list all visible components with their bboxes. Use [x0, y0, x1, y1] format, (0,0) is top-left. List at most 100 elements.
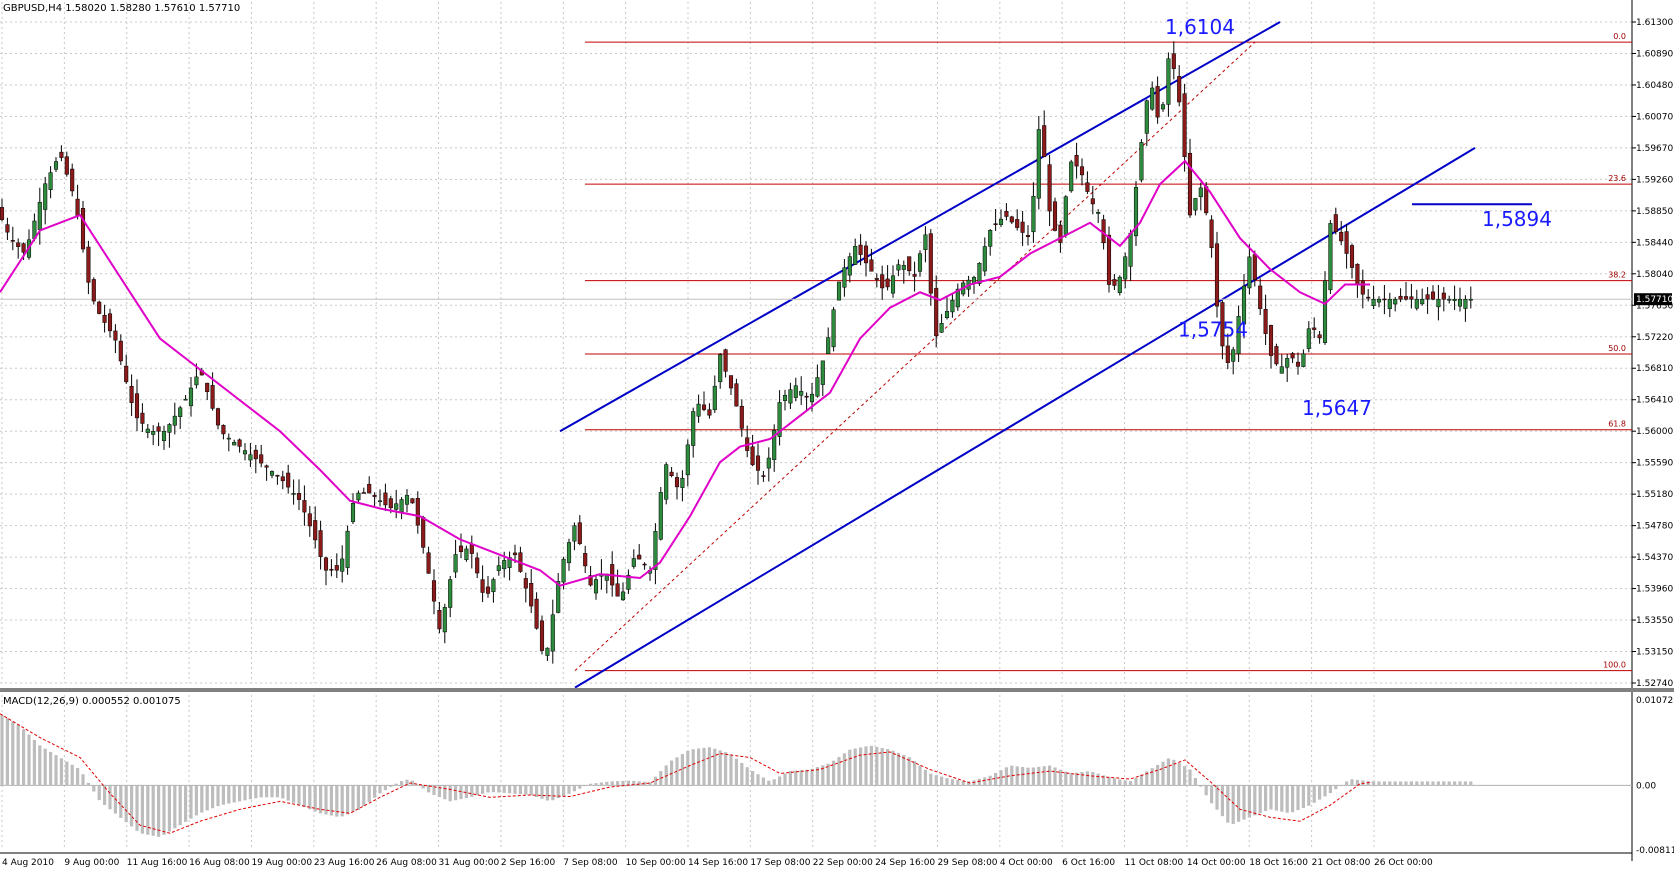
candle-body [86, 246, 91, 283]
macd-bar [0, 714, 4, 786]
macd-bar [1307, 785, 1311, 806]
candle-body [1236, 316, 1241, 354]
macd-bar [826, 763, 830, 786]
candle-body [1182, 93, 1187, 157]
macd-bar [940, 776, 944, 786]
time-tick-label: 21 Oct 08:00 [1312, 858, 1371, 868]
macd-bar [319, 785, 323, 814]
time-tick-label: 10 Sep 00:00 [626, 858, 686, 868]
macd-bar [967, 781, 971, 786]
price-tick-label: 1.56410 [1636, 396, 1673, 406]
candle-body [1279, 366, 1284, 374]
macd-bar [1220, 785, 1224, 817]
macd-bar [637, 781, 641, 786]
candle-body [1220, 302, 1225, 347]
macd-bar [1247, 785, 1251, 818]
candle-body [107, 313, 113, 332]
macd-bar [270, 785, 274, 798]
macd-bar [513, 785, 517, 794]
macd-bar [945, 778, 949, 786]
macd-bar [221, 785, 225, 805]
candle-body [842, 267, 847, 288]
macd-bar [578, 785, 582, 789]
candle-body [1387, 298, 1392, 309]
candle-body [874, 278, 879, 280]
candle-body [194, 376, 199, 386]
candle-body [0, 207, 5, 220]
fib-level-label: 50.0 [1608, 344, 1626, 353]
macd-bar [1021, 766, 1025, 786]
macd-bar [918, 765, 922, 786]
time-tick-label: 19 Aug 00:00 [251, 858, 312, 868]
candle-body [804, 395, 809, 398]
macd-bar [76, 768, 80, 786]
fib-trend-line [574, 41, 1256, 672]
macd-bar [464, 785, 468, 799]
macd-bar [913, 761, 917, 786]
macd-bar [1350, 779, 1354, 786]
macd-bar [1237, 785, 1241, 822]
price-tick-label: 1.54370 [1636, 553, 1673, 563]
candle-body [691, 411, 696, 446]
macd-bar [92, 785, 96, 792]
macd-bar [1161, 761, 1165, 786]
macd-bar [265, 785, 269, 798]
candle-body [129, 386, 134, 403]
macd-bar [535, 785, 539, 798]
macd-bar [1264, 785, 1268, 812]
price-annotation-label: 1,5754 [1178, 317, 1248, 341]
candle-body [156, 426, 161, 432]
macd-tick-label: 0.010723 [1636, 696, 1674, 706]
macd-bar [194, 785, 198, 816]
macd-bar [227, 785, 231, 804]
time-tick-label: 18 Oct 16:00 [1249, 858, 1308, 868]
macd-bar [551, 785, 555, 801]
price-tick-label: 1.55180 [1636, 490, 1673, 500]
candle-body [334, 565, 339, 571]
candle-body [1306, 328, 1311, 349]
candle-body [620, 591, 626, 601]
macd-bar [524, 785, 528, 795]
macd-panel [0, 713, 1632, 837]
macd-bar [751, 771, 755, 786]
candle-body [777, 402, 782, 437]
candle-body [1139, 142, 1144, 181]
candle-body [1258, 285, 1263, 309]
macd-bar [1280, 785, 1284, 812]
candle-body [1333, 214, 1338, 232]
candle-body [1349, 245, 1355, 268]
macd-bar [416, 784, 420, 786]
candle-body [80, 208, 86, 250]
candle-body [410, 498, 415, 504]
price-annotations: 1,6104 1,5754 1,5647 1,5894 [1165, 15, 1552, 420]
macd-bar [1242, 785, 1246, 820]
macd-bar [292, 785, 296, 803]
candle-body [307, 513, 312, 527]
macd-bar [297, 785, 301, 805]
price-annotation-label: 1,6104 [1165, 15, 1235, 39]
candle-body [1225, 345, 1230, 363]
candle-body [178, 407, 183, 417]
macd-bar [205, 785, 209, 811]
macd-bar [497, 785, 501, 793]
axes: 1.61300 1.60890 1.60480 1.60070 1.59670 1.592… [0, 18, 1674, 868]
macd-bar [400, 781, 404, 786]
macd-bar [383, 785, 387, 791]
candle-body [188, 387, 194, 407]
time-tick-label: 26 Aug 08:00 [376, 858, 437, 868]
candle-body [1344, 231, 1349, 254]
candle-body [545, 647, 550, 656]
macd-bar [724, 752, 728, 786]
candle-body [723, 349, 728, 372]
price-tick-label: 1.60480 [1636, 81, 1673, 91]
candle-body [323, 557, 329, 571]
macd-bar [54, 755, 58, 786]
macd-bar [1134, 777, 1138, 786]
time-tick-label: 4 Aug 2010 [2, 858, 54, 868]
candle-body [1252, 254, 1257, 280]
candle-body [718, 354, 723, 383]
macd-bar [200, 785, 204, 813]
macd-bar [686, 750, 690, 786]
candle-body [448, 579, 453, 608]
price-tick-label: 1.57220 [1636, 333, 1673, 343]
